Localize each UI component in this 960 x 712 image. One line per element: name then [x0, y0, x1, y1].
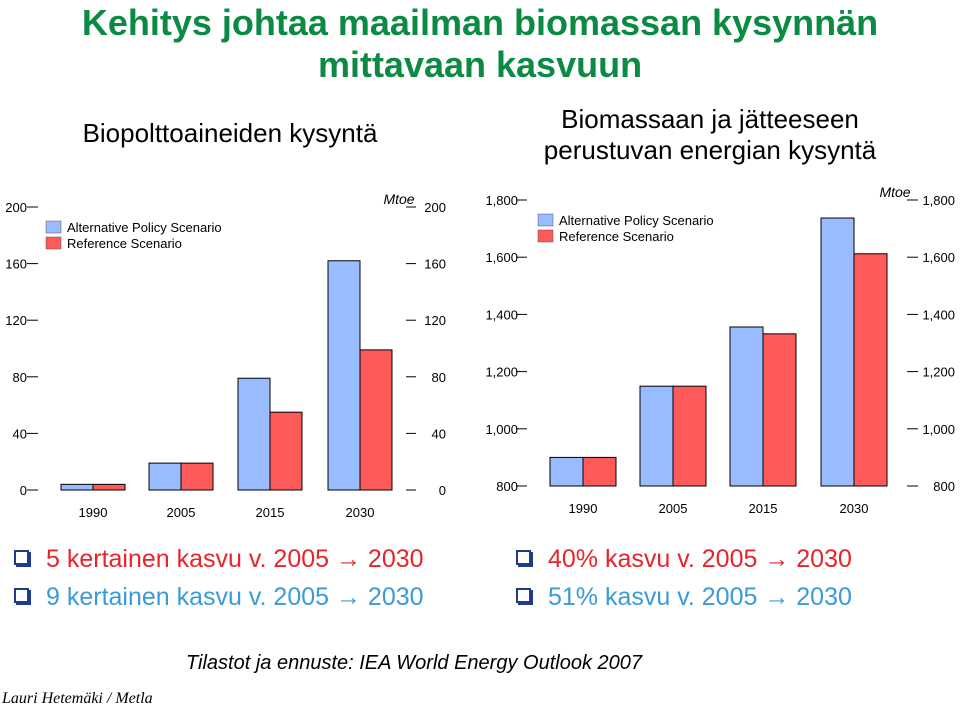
- page-title: Kehitys johtaa maailman biomassan kysynn…: [0, 2, 960, 86]
- bar-reference-scenario: [853, 253, 888, 487]
- page-title-line2: mittavaan kasvuun: [317, 44, 643, 85]
- y-tick-label-left: 1,600: [485, 250, 518, 265]
- bar-reference-scenario: [269, 411, 303, 491]
- x-tick-label: 2030: [346, 505, 375, 520]
- source-note: Tilastot ja ennuste: IEA World Energy Ou…: [186, 652, 642, 674]
- y-tick-label-left: 40: [13, 426, 27, 441]
- y-tick-label-left: 0: [20, 483, 27, 498]
- x-tick-label: 2005: [659, 501, 688, 516]
- left-bullet-2-text: 9 kertainen kasvu v. 2005 → 2030: [46, 583, 424, 611]
- x-tick-label: 2005: [167, 505, 196, 520]
- y-tick-label-left: 1,200: [485, 365, 518, 380]
- y-tick-label-right: 1,200: [922, 365, 955, 380]
- right-chart-heading: Biomassaan ja jätteeseen perustuvan ener…: [500, 104, 920, 166]
- y-tick-label-right: 200: [424, 200, 446, 215]
- y-tick-label-left: 800: [496, 479, 518, 494]
- legend-label-alternative: Alternative Policy Scenario: [559, 213, 714, 228]
- y-tick-label-left: 1,800: [485, 193, 518, 208]
- checkbox-bullet-icon: [14, 550, 29, 565]
- bar-alternative-policy: [148, 462, 182, 491]
- right-bullet-1: 40% kasvu v. 2005 → 2030: [516, 540, 852, 578]
- left-chart-heading: Biopolttoaineiden kysyntä: [82, 118, 378, 148]
- y-tick-label-left: 120: [5, 313, 27, 328]
- y-tick-label-right: 1,400: [922, 307, 955, 322]
- y-tick-label-left: 1,400: [485, 307, 518, 322]
- legend-swatch-alternative: [537, 213, 554, 227]
- right-heading-line1: Biomassaan ja jätteeseen: [561, 104, 859, 134]
- x-tick-label: 2030: [840, 501, 869, 516]
- legend-swatch-alternative: [45, 220, 62, 234]
- y-tick-label-left: 200: [5, 200, 27, 215]
- right-bullet-2-text: 51% kasvu v. 2005 → 2030: [548, 583, 852, 611]
- y-tick-label-right: 1,600: [922, 250, 955, 265]
- unit-label: Mtoe: [383, 191, 414, 207]
- x-tick-label: 2015: [256, 505, 285, 520]
- checkbox-bullet-icon: [516, 588, 531, 603]
- y-tick-label-right: 160: [424, 257, 446, 272]
- bar-reference-scenario: [359, 349, 393, 491]
- bar-alternative-policy: [549, 456, 584, 487]
- left-bullet-2: 9 kertainen kasvu v. 2005 → 2030: [14, 578, 424, 616]
- x-tick-label: 1990: [79, 505, 108, 520]
- bar-alternative-policy: [327, 260, 361, 491]
- legend-swatch-reference: [537, 229, 554, 243]
- bar-alternative-policy: [639, 385, 674, 487]
- y-tick-label-left: 160: [5, 257, 27, 272]
- legend-label-reference: Reference Scenario: [67, 236, 182, 251]
- bar-alternative-policy: [820, 217, 855, 487]
- bar-reference-scenario: [582, 456, 617, 487]
- y-tick-label-right: 120: [424, 313, 446, 328]
- author-credit: Lauri Hetemäki / Metla: [2, 690, 153, 707]
- y-tick-label-right: 1,800: [922, 193, 955, 208]
- bar-reference-scenario: [92, 483, 126, 491]
- y-tick-label-right: 0: [439, 483, 446, 498]
- right-heading-line2: perustuvan energian kysyntä: [543, 135, 877, 165]
- bar-reference-scenario: [672, 385, 707, 487]
- x-tick-label: 2015: [749, 501, 778, 516]
- y-tick-label-right: 800: [933, 479, 955, 494]
- legend-swatch-reference: [45, 236, 62, 250]
- legend-label-reference: Reference Scenario: [559, 229, 674, 244]
- left-bullet-1: 5 kertainen kasvu v. 2005 → 2030: [14, 540, 424, 578]
- bar-reference-scenario: [762, 333, 797, 487]
- bar-reference-scenario: [180, 462, 214, 491]
- legend-label-alternative: Alternative Policy Scenario: [67, 220, 222, 235]
- unit-label: Mtoe: [879, 184, 910, 200]
- left-bullet-list: 5 kertainen kasvu v. 2005 → 2030 9 kerta…: [14, 540, 424, 616]
- x-tick-label: 1990: [569, 501, 598, 516]
- y-tick-label-left: 1,000: [485, 422, 518, 437]
- y-tick-label-left: 80: [13, 370, 27, 385]
- checkbox-bullet-icon: [14, 588, 29, 603]
- y-tick-label-right: 40: [432, 426, 446, 441]
- right-bullet-list: 40% kasvu v. 2005 → 2030 51% kasvu v. 20…: [516, 540, 852, 616]
- y-tick-label-right: 1,000: [922, 422, 955, 437]
- y-tick-label-right: 80: [432, 370, 446, 385]
- right-bullet-1-text: 40% kasvu v. 2005 → 2030: [548, 545, 852, 573]
- right-bullet-2: 51% kasvu v. 2005 → 2030: [516, 578, 852, 616]
- page-title-line1: Kehitys johtaa maailman biomassan kysynn…: [81, 2, 879, 43]
- bar-alternative-policy: [729, 326, 764, 487]
- left-bullet-1-text: 5 kertainen kasvu v. 2005 → 2030: [46, 545, 424, 573]
- checkbox-bullet-icon: [516, 550, 531, 565]
